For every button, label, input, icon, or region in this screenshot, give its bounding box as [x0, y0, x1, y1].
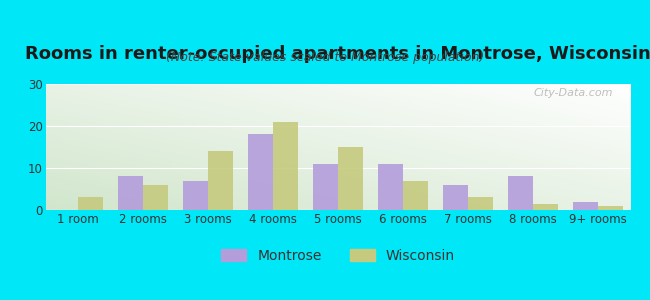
- Bar: [443, 185, 468, 210]
- Bar: [273, 122, 298, 210]
- Bar: [338, 147, 363, 210]
- Text: (Note: State values scaled to Montrose population): (Note: State values scaled to Montrose p…: [166, 52, 484, 64]
- Bar: [313, 164, 338, 210]
- Bar: [403, 181, 428, 210]
- Bar: [508, 176, 533, 210]
- Bar: [468, 197, 493, 210]
- Bar: [573, 202, 598, 210]
- Text: City-Data.com: City-Data.com: [534, 88, 613, 98]
- Bar: [248, 134, 273, 210]
- Bar: [118, 176, 143, 210]
- Bar: [533, 204, 558, 210]
- Bar: [143, 185, 168, 210]
- Bar: [183, 181, 208, 210]
- Title: Rooms in renter-occupied apartments in Montrose, Wisconsin: Rooms in renter-occupied apartments in M…: [25, 45, 650, 63]
- Bar: [598, 206, 623, 210]
- Bar: [378, 164, 403, 210]
- Bar: [78, 197, 103, 210]
- Bar: [208, 151, 233, 210]
- Legend: Montrose, Wisconsin: Montrose, Wisconsin: [216, 244, 460, 268]
